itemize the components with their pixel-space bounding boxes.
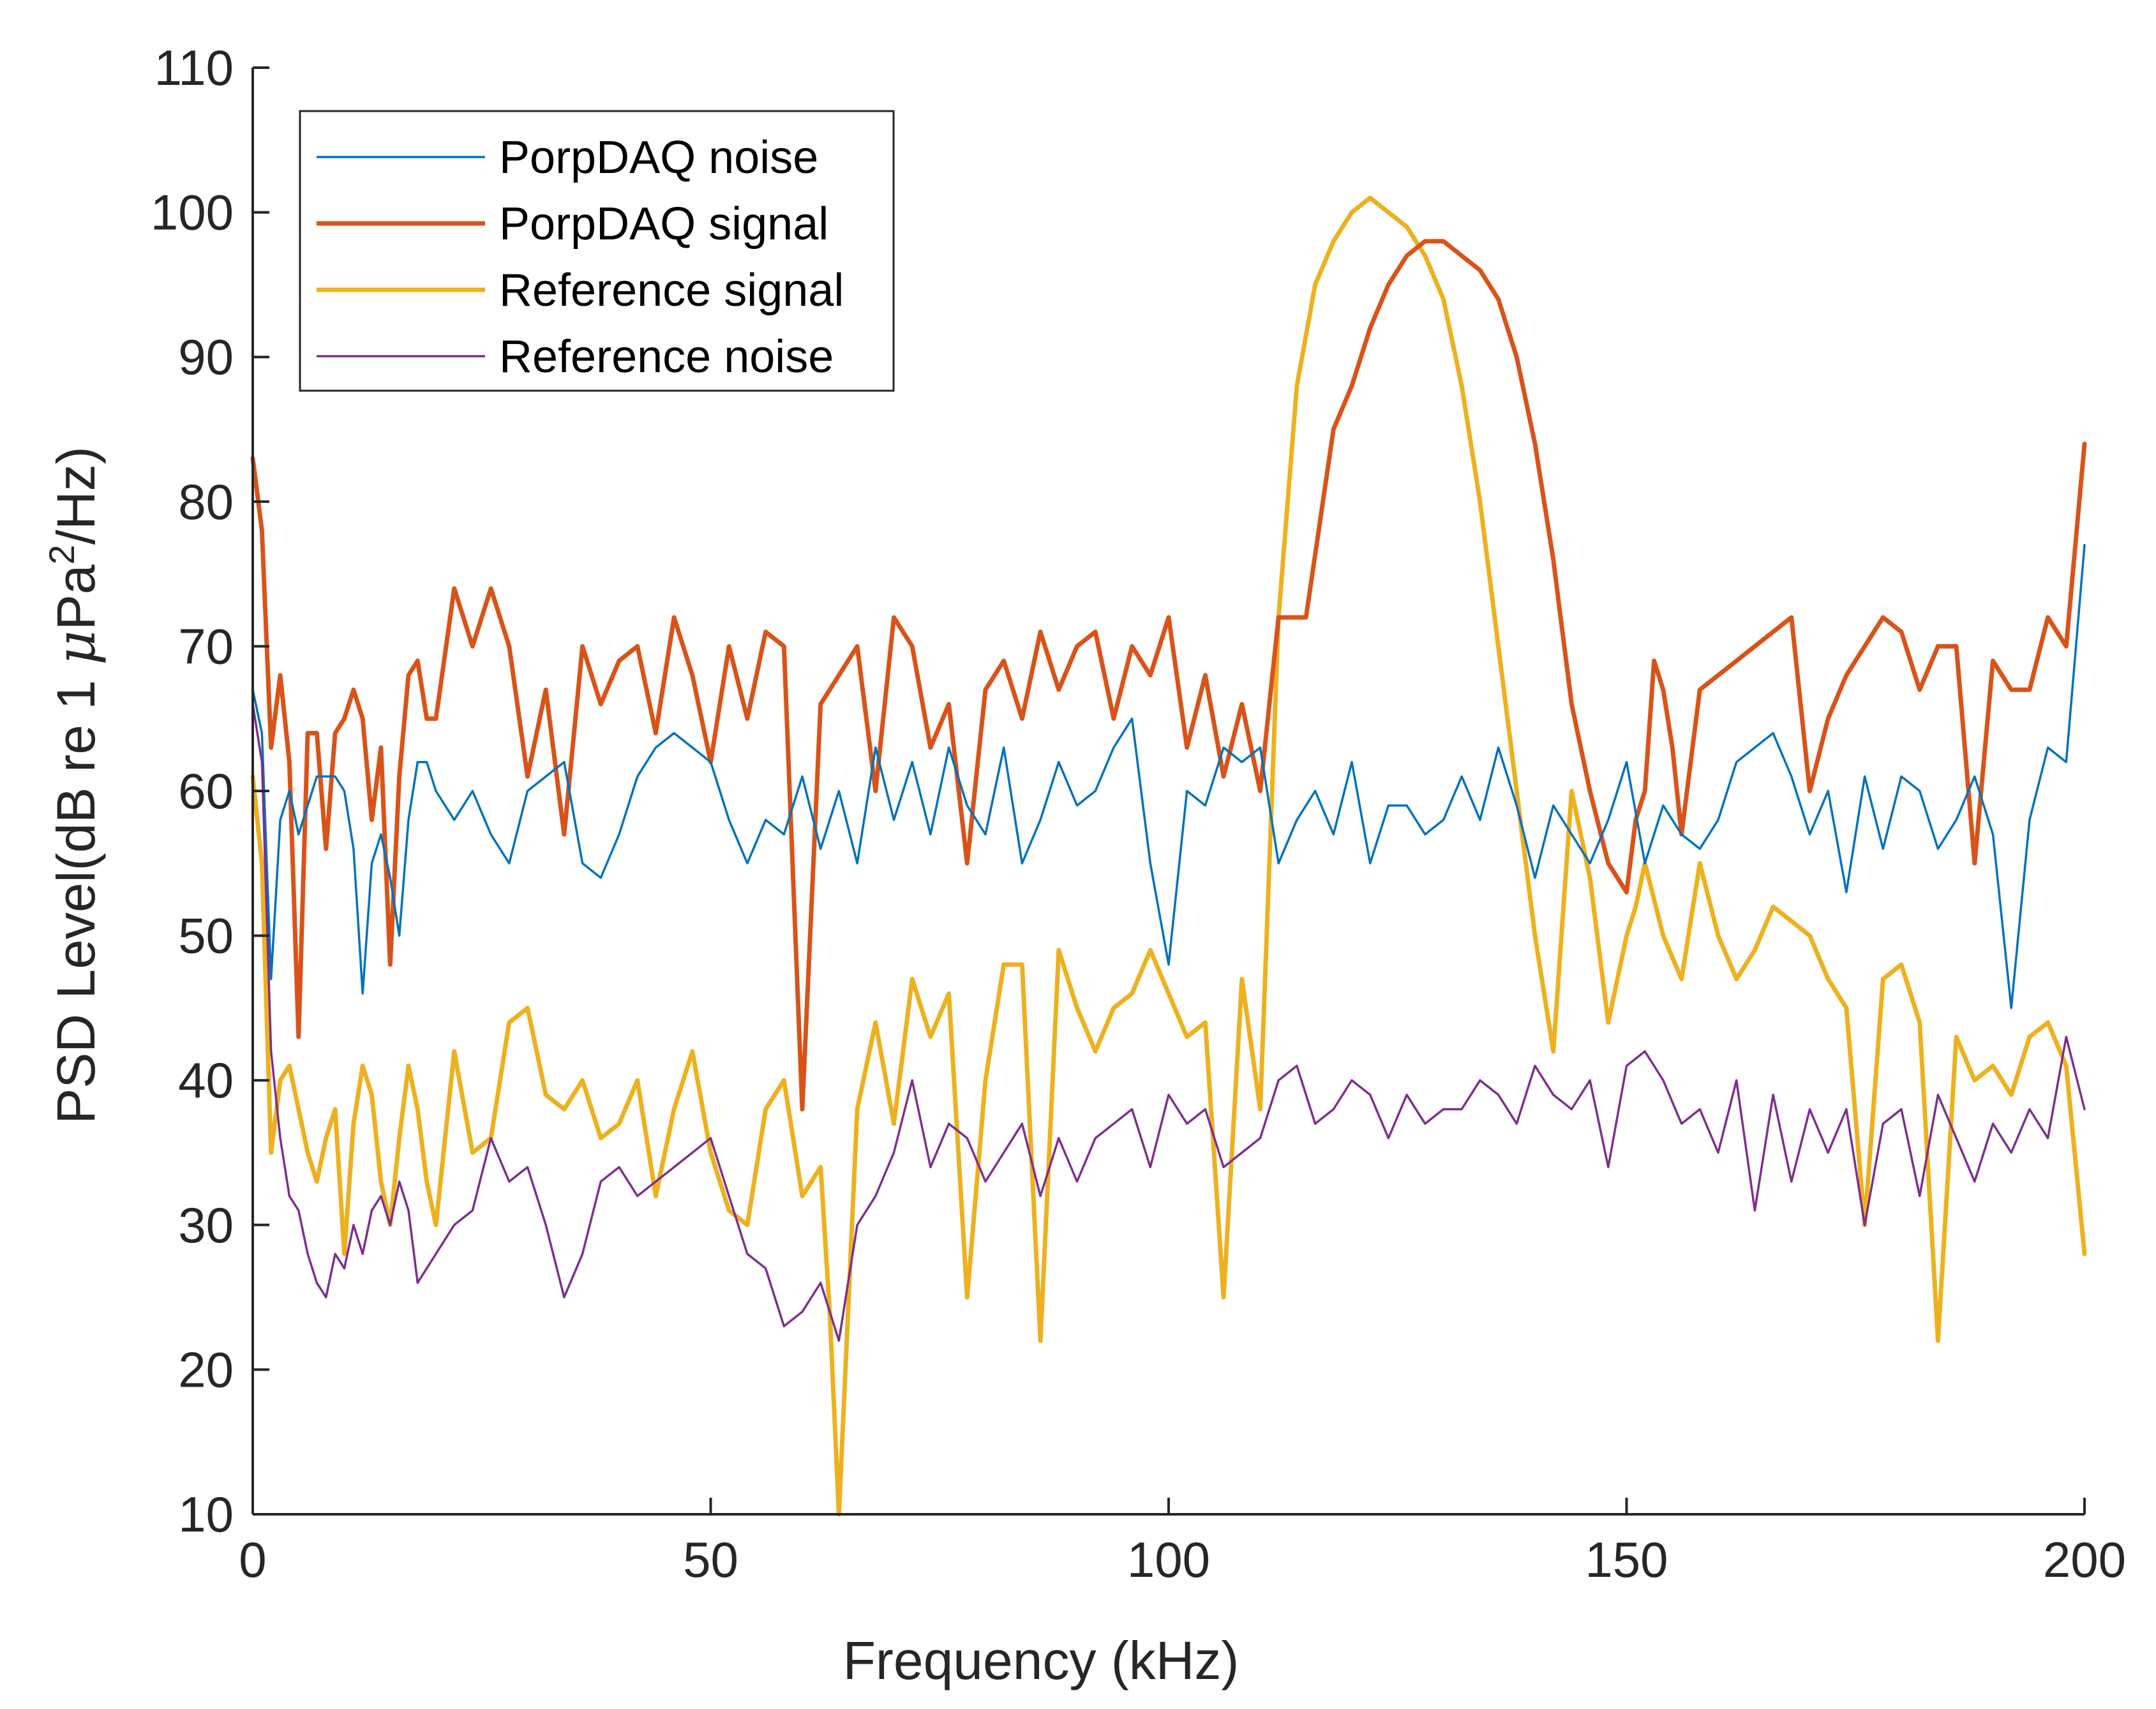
y-tick-label: 100 (151, 184, 234, 241)
y-tick-label: 80 (178, 474, 234, 530)
y-tick-label: 10 (178, 1486, 234, 1542)
legend: PorpDAQ noise PorpDAQ signal Reference sig… (299, 110, 895, 392)
y-axis-label-mu: μ (45, 630, 107, 665)
x-axis-label: Frequency (kHz) (843, 1630, 1239, 1690)
y-axis-label-superscript: 2 (41, 545, 82, 564)
x-tick-label: 100 (1127, 1532, 1210, 1588)
x-tick-label: 50 (683, 1532, 738, 1588)
series-line-porpdaq-signal (250, 239, 2087, 1111)
legend-label: Reference signal (499, 265, 844, 316)
legend-items: PorpDAQ noise PorpDAQ signal Reference sig… (317, 132, 844, 382)
legend-label: PorpDAQ signal (499, 199, 828, 250)
legend-label: Reference noise (499, 331, 834, 382)
y-ticks: 10 20 30 40 50 60 70 80 90 100 110 (151, 40, 269, 1542)
y-tick-label: 110 (154, 40, 234, 96)
x-ticks: 0 50 100 150 200 (239, 1498, 2126, 1588)
y-tick-label: 50 (178, 908, 234, 964)
series-line-reference-signal (250, 195, 2087, 1517)
y-tick-label: 30 (178, 1197, 234, 1253)
y-tick-label: 60 (178, 763, 234, 819)
x-tick-label: 150 (1585, 1532, 1668, 1588)
y-tick-label: 90 (178, 329, 234, 385)
series-line-reference-noise (251, 703, 2086, 1342)
y-tick-label: 20 (178, 1341, 234, 1397)
series-line-porpdaq-noise (251, 544, 2086, 1009)
y-axis-label-pa: Pa (46, 564, 106, 630)
x-tick-label: 0 (239, 1532, 266, 1588)
y-tick-label: 70 (178, 618, 234, 674)
axes: 0 50 100 150 200 10 20 30 40 50 60 70 80 90 100 110 (151, 40, 2126, 1588)
x-tick-label: 200 (2043, 1532, 2126, 1588)
y-axis-label-end: /Hz) (46, 446, 106, 545)
plot-lines (250, 195, 2087, 1517)
y-axis-label: PSD Level(dB re 1 μPa2/Hz) (41, 446, 107, 1124)
y-axis-label-main: PSD Level(dB re 1 (46, 665, 106, 1124)
legend-label: PorpDAQ noise (499, 132, 818, 183)
y-tick-label: 40 (178, 1052, 234, 1108)
